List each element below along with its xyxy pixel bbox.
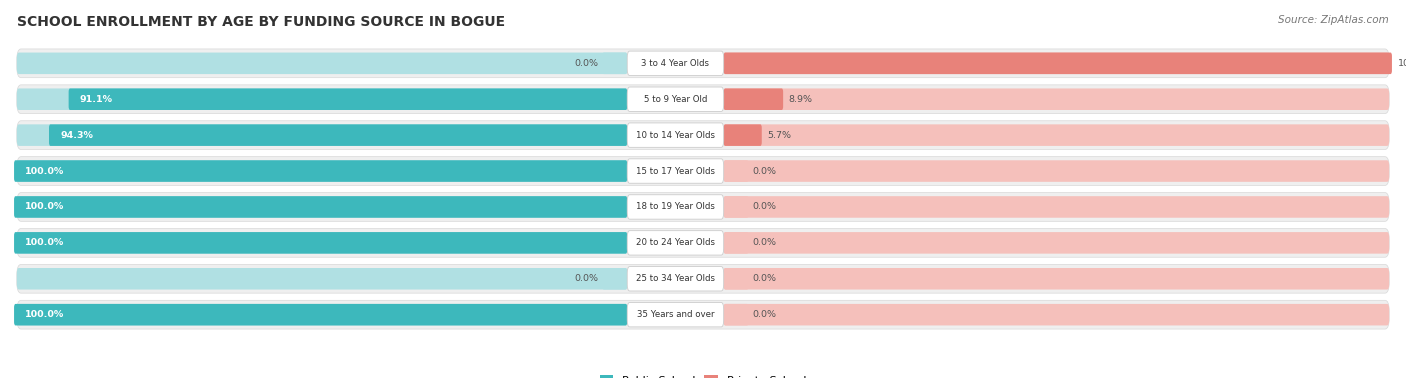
FancyBboxPatch shape bbox=[724, 124, 1389, 146]
Text: Source: ZipAtlas.com: Source: ZipAtlas.com bbox=[1278, 15, 1389, 25]
FancyBboxPatch shape bbox=[724, 160, 748, 182]
FancyBboxPatch shape bbox=[724, 53, 1392, 74]
Text: 0.0%: 0.0% bbox=[574, 59, 599, 68]
Text: SCHOOL ENROLLMENT BY AGE BY FUNDING SOURCE IN BOGUE: SCHOOL ENROLLMENT BY AGE BY FUNDING SOUR… bbox=[17, 15, 505, 29]
FancyBboxPatch shape bbox=[17, 196, 627, 218]
Text: 10 to 14 Year Olds: 10 to 14 Year Olds bbox=[636, 131, 714, 139]
Text: 0.0%: 0.0% bbox=[752, 310, 776, 319]
Text: 100.0%: 100.0% bbox=[25, 310, 65, 319]
Text: 100.0%: 100.0% bbox=[1398, 59, 1406, 68]
Text: 100.0%: 100.0% bbox=[25, 239, 65, 247]
FancyBboxPatch shape bbox=[17, 268, 627, 290]
Text: 0.0%: 0.0% bbox=[752, 203, 776, 211]
FancyBboxPatch shape bbox=[17, 193, 1389, 222]
FancyBboxPatch shape bbox=[724, 196, 748, 218]
Text: 91.1%: 91.1% bbox=[80, 95, 112, 104]
FancyBboxPatch shape bbox=[602, 268, 627, 290]
FancyBboxPatch shape bbox=[17, 300, 1389, 329]
FancyBboxPatch shape bbox=[627, 123, 724, 147]
FancyBboxPatch shape bbox=[17, 49, 1389, 78]
FancyBboxPatch shape bbox=[724, 232, 1389, 254]
Text: 5.7%: 5.7% bbox=[768, 131, 792, 139]
FancyBboxPatch shape bbox=[17, 121, 1389, 150]
Text: 0.0%: 0.0% bbox=[752, 274, 776, 283]
FancyBboxPatch shape bbox=[724, 304, 748, 325]
FancyBboxPatch shape bbox=[724, 196, 1389, 218]
FancyBboxPatch shape bbox=[14, 232, 627, 254]
FancyBboxPatch shape bbox=[17, 232, 627, 254]
FancyBboxPatch shape bbox=[17, 85, 1389, 114]
FancyBboxPatch shape bbox=[17, 124, 627, 146]
Text: 20 to 24 Year Olds: 20 to 24 Year Olds bbox=[636, 239, 714, 247]
FancyBboxPatch shape bbox=[602, 53, 627, 74]
FancyBboxPatch shape bbox=[724, 268, 748, 290]
FancyBboxPatch shape bbox=[14, 196, 627, 218]
FancyBboxPatch shape bbox=[724, 232, 748, 254]
FancyBboxPatch shape bbox=[17, 304, 627, 325]
FancyBboxPatch shape bbox=[17, 88, 627, 110]
FancyBboxPatch shape bbox=[69, 88, 627, 110]
FancyBboxPatch shape bbox=[14, 160, 627, 182]
Text: 15 to 17 Year Olds: 15 to 17 Year Olds bbox=[636, 167, 714, 175]
FancyBboxPatch shape bbox=[14, 304, 627, 325]
FancyBboxPatch shape bbox=[724, 304, 1389, 325]
FancyBboxPatch shape bbox=[724, 53, 1389, 74]
Text: 8.9%: 8.9% bbox=[789, 95, 813, 104]
FancyBboxPatch shape bbox=[724, 124, 762, 146]
Text: 100.0%: 100.0% bbox=[25, 167, 65, 175]
FancyBboxPatch shape bbox=[627, 266, 724, 291]
Text: 3 to 4 Year Olds: 3 to 4 Year Olds bbox=[641, 59, 710, 68]
FancyBboxPatch shape bbox=[724, 268, 1389, 290]
Text: 0.0%: 0.0% bbox=[752, 167, 776, 175]
FancyBboxPatch shape bbox=[627, 195, 724, 219]
FancyBboxPatch shape bbox=[627, 302, 724, 327]
FancyBboxPatch shape bbox=[627, 87, 724, 112]
FancyBboxPatch shape bbox=[627, 159, 724, 183]
FancyBboxPatch shape bbox=[627, 231, 724, 255]
Text: 94.3%: 94.3% bbox=[60, 131, 93, 139]
FancyBboxPatch shape bbox=[724, 160, 1389, 182]
FancyBboxPatch shape bbox=[17, 265, 1389, 293]
Text: 5 to 9 Year Old: 5 to 9 Year Old bbox=[644, 95, 707, 104]
Text: 35 Years and over: 35 Years and over bbox=[637, 310, 714, 319]
FancyBboxPatch shape bbox=[17, 228, 1389, 257]
FancyBboxPatch shape bbox=[724, 88, 783, 110]
FancyBboxPatch shape bbox=[724, 88, 1389, 110]
FancyBboxPatch shape bbox=[49, 124, 627, 146]
Text: 0.0%: 0.0% bbox=[574, 274, 599, 283]
Text: 18 to 19 Year Olds: 18 to 19 Year Olds bbox=[636, 203, 714, 211]
Text: 25 to 34 Year Olds: 25 to 34 Year Olds bbox=[636, 274, 714, 283]
Legend: Public School, Private School: Public School, Private School bbox=[595, 371, 811, 378]
FancyBboxPatch shape bbox=[17, 160, 627, 182]
FancyBboxPatch shape bbox=[17, 53, 627, 74]
FancyBboxPatch shape bbox=[17, 157, 1389, 186]
Text: 100.0%: 100.0% bbox=[25, 203, 65, 211]
Text: 0.0%: 0.0% bbox=[752, 239, 776, 247]
FancyBboxPatch shape bbox=[627, 51, 724, 76]
